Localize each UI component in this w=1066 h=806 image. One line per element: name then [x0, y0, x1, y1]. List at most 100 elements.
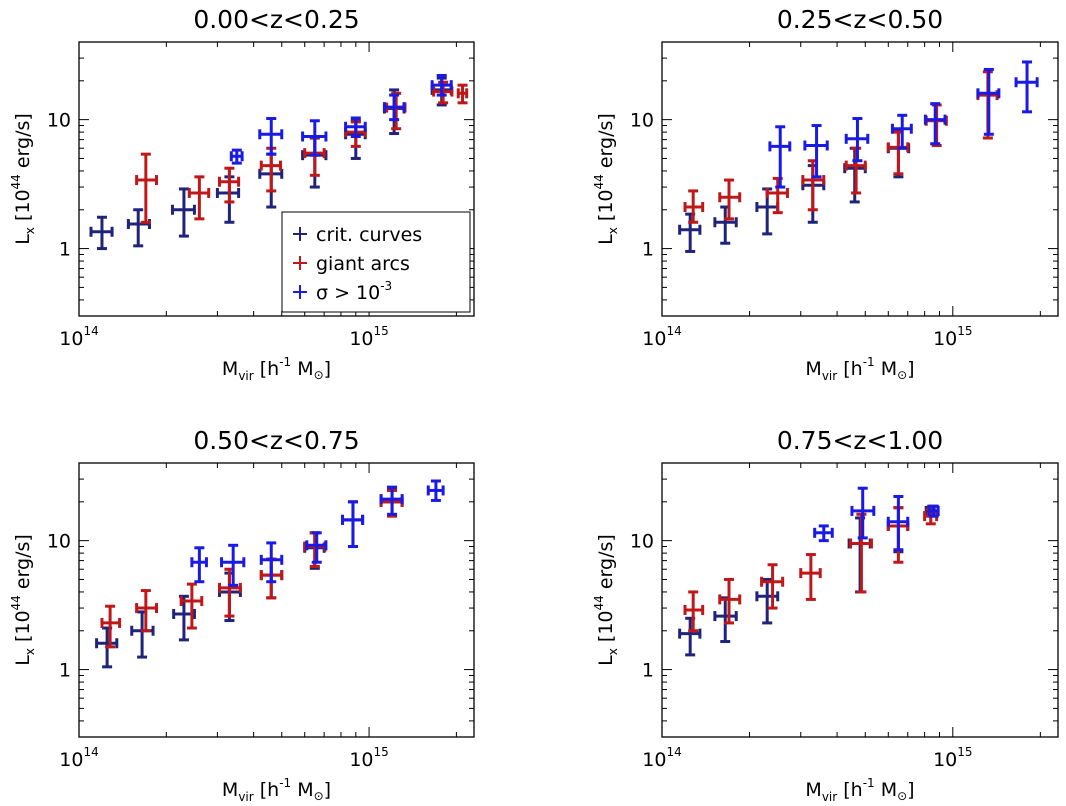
- panel-title: 0.00<z<0.25: [193, 5, 359, 34]
- data-point-giant-arcs: [683, 590, 705, 633]
- x-axis-label: Mvir [h-1 M⊙]: [222, 776, 331, 804]
- series-sigma: [229, 73, 453, 165]
- y-axis-label: Lx [1044 erg/s]: [9, 113, 37, 245]
- data-point-sigma: [229, 148, 244, 165]
- panel-title: 0.75<z<1.00: [777, 426, 943, 455]
- data-point-sigma: [813, 524, 834, 543]
- y-tick-label: 10: [630, 110, 654, 132]
- plot-frame: [78, 462, 475, 738]
- panel-title: 0.50<z<0.75: [193, 426, 359, 455]
- x-tick-label: 1015: [933, 745, 972, 771]
- data-point-sigma: [426, 479, 445, 502]
- data-point-giant-arcs: [844, 146, 867, 195]
- y-tick-label: 1: [59, 239, 71, 261]
- x-axis-label: Mvir [h-1 M⊙]: [805, 776, 914, 804]
- data-point-sigma: [344, 116, 367, 138]
- x-tick-label: 1014: [59, 745, 98, 771]
- data-point-giant-arcs: [760, 563, 785, 610]
- data-point-sigma: [305, 531, 328, 564]
- data-point-giant-arcs: [187, 175, 211, 221]
- data-point-sigma: [301, 119, 328, 157]
- legend-label: crit. curves: [316, 224, 422, 246]
- panel-3: 0.50<z<0.75 1014 1015 1 10 Mvir [h-1 M⊙] Lx [1…: [9, 426, 475, 804]
- data-point-giant-arcs: [849, 512, 873, 594]
- panel-1: 0.00<z<0.25 1014 1015 1 10 Mvir [h-1 M⊙] Lx [1…: [9, 5, 475, 383]
- data-point-giant-arcs: [385, 91, 407, 131]
- series-crit-curves: [95, 487, 404, 669]
- x-tick-label: 1014: [642, 745, 681, 771]
- data-point-crit-curves: [678, 616, 702, 657]
- data-point-sigma: [976, 67, 1001, 136]
- panel-title: 0.25<z<0.50: [777, 5, 943, 34]
- series-giant-arcs: [683, 70, 999, 224]
- x-axis-label: Mvir [h-1 M⊙]: [805, 355, 914, 383]
- data-point-crit-curves: [126, 208, 151, 248]
- data-point-sigma: [190, 546, 208, 584]
- y-tick-label: 10: [630, 531, 654, 553]
- plot-frame: [661, 462, 1059, 738]
- legend-box: [281, 211, 471, 313]
- x-axis-label: Mvir [h-1 M⊙]: [222, 355, 331, 383]
- data-point-sigma: [1014, 60, 1039, 114]
- data-point-sigma: [382, 93, 406, 122]
- series-sigma: [190, 479, 445, 587]
- data-point-sigma: [259, 541, 284, 584]
- plot-frame: [661, 41, 1059, 317]
- data-point-giant-arcs: [718, 178, 742, 221]
- data-point-sigma: [890, 113, 913, 150]
- series-giant-arcs: [100, 488, 404, 649]
- data-point-sigma: [258, 117, 284, 156]
- data-point-crit-curves: [170, 187, 196, 238]
- series-sigma: [813, 486, 940, 552]
- data-point-giant-arcs: [100, 604, 122, 649]
- data-point-giant-arcs: [683, 189, 705, 224]
- data-point-crit-curves: [713, 596, 738, 644]
- data-point-sigma: [927, 504, 940, 518]
- panel-2: 0.25<z<0.50 1014 1015 1 10 Mvir [h-1 M⊙] Lx [1…: [592, 5, 1059, 383]
- y-axis-label: Lx [1044 erg/s]: [592, 113, 620, 245]
- plot-frame: [78, 41, 475, 317]
- data-point-sigma: [803, 124, 829, 179]
- series-sigma: [768, 60, 1039, 189]
- y-tick-label: 10: [47, 110, 71, 132]
- x-tick-label: 1015: [933, 324, 972, 350]
- data-point-sigma: [768, 125, 792, 189]
- data-point-giant-arcs: [179, 582, 204, 630]
- legend: crit. curves giant arcs σ > 10-3: [281, 211, 471, 313]
- data-point-crit-curves: [847, 516, 872, 594]
- data-point-sigma: [341, 500, 365, 549]
- data-point-crit-curves: [89, 215, 114, 251]
- y-axis-label: Lx [1044 erg/s]: [592, 534, 620, 666]
- legend-label: giant arcs: [316, 253, 410, 275]
- data-point-giant-arcs: [886, 130, 910, 176]
- data-point-giant-arcs: [217, 166, 241, 204]
- y-tick-label: 1: [642, 660, 654, 682]
- data-point-giant-arcs: [799, 553, 822, 601]
- data-point-sigma: [886, 494, 910, 552]
- data-point-crit-curves: [678, 212, 702, 253]
- data-point-sigma: [220, 543, 246, 587]
- data-point-giant-arcs: [217, 567, 242, 618]
- y-tick-label: 1: [59, 660, 71, 682]
- data-point-crit-curves: [130, 610, 155, 659]
- data-point-sigma: [430, 73, 453, 97]
- data-point-sigma: [844, 117, 870, 163]
- data-point-sigma: [379, 485, 404, 516]
- y-axis-label: Lx [1044 erg/s]: [9, 534, 37, 666]
- data-point-sigma: [850, 486, 876, 540]
- data-point-crit-curves: [713, 205, 738, 245]
- data-point-giant-arcs: [801, 159, 826, 212]
- x-tick-label: 1015: [349, 745, 388, 771]
- data-point-giant-arcs: [456, 83, 469, 105]
- y-tick-label: 1: [642, 239, 654, 261]
- data-point-giant-arcs: [718, 577, 742, 625]
- data-point-giant-arcs: [135, 589, 158, 633]
- legend-label: σ > 10-3: [316, 279, 392, 304]
- x-tick-label: 1014: [642, 324, 681, 350]
- panel-4: 0.75<z<1.00 1014 1015 1 10 Mvir [h-1 M⊙] Lx [1…: [592, 426, 1059, 804]
- data-point-giant-arcs: [135, 152, 158, 224]
- x-tick-label: 1015: [349, 324, 388, 350]
- y-tick-label: 10: [47, 531, 71, 553]
- data-point-sigma: [923, 102, 947, 146]
